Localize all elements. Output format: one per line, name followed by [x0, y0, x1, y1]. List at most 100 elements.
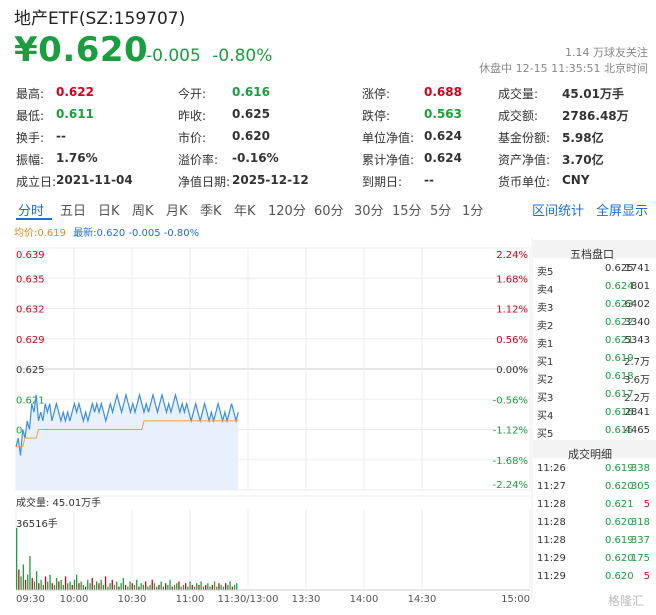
- volume-bar: [131, 583, 133, 590]
- volume-bar: [213, 581, 216, 590]
- trade-time: 11:29: [537, 553, 566, 564]
- orderbook-label: 买1: [537, 357, 554, 368]
- tab-11[interactable]: 5分: [430, 204, 452, 219]
- quote-label: 净值日期:: [178, 175, 231, 189]
- volume-bar: [22, 564, 24, 590]
- trade-row: 11:27 0.620 305: [533, 481, 656, 499]
- volume-bar: [191, 584, 193, 590]
- trade-qty: 5: [643, 499, 650, 510]
- tab-3[interactable]: 周K: [132, 204, 154, 219]
- trade-row: 11:28 0.619 337: [533, 535, 656, 553]
- volume-bar: [198, 584, 200, 590]
- volume-bar: [44, 576, 47, 590]
- pct-tick: 0.00%: [496, 365, 528, 376]
- quote-label: 最低:: [16, 109, 45, 123]
- volume-bar: [42, 584, 44, 590]
- intraday-chart[interactable]: 0.639 2.24% 0.635 1.68% 0.632 1.12% 0.629 0.56%…: [0, 238, 656, 615]
- change-value: -0.005: [146, 46, 201, 66]
- orderbook-row: 卖4 0.624 801: [533, 281, 656, 299]
- quote-value: 2021-11-04: [56, 173, 133, 187]
- avg-line: [16, 420, 239, 448]
- quote-value: --: [424, 173, 434, 187]
- trade-qty: 175: [630, 553, 650, 564]
- quote-value: 0.625: [232, 107, 270, 121]
- chart-legend: 均价:0.619 最新:0.620 -0.005 -0.80%: [14, 224, 199, 239]
- range-stats-button[interactable]: 区间统计: [532, 204, 585, 219]
- volume-bar: [207, 583, 209, 590]
- tab-1[interactable]: 五日: [60, 204, 87, 219]
- orderbook-price: 0.618: [605, 371, 634, 382]
- volume-bar: [227, 584, 229, 590]
- quote-label: 跌停:: [362, 109, 391, 123]
- volume-bar: [167, 584, 169, 590]
- time-tick: 11:30/13:00: [217, 594, 278, 605]
- orderbook-label: 卖1: [537, 339, 554, 350]
- volume-bar: [64, 576, 67, 590]
- tab-8[interactable]: 60分: [314, 204, 344, 219]
- orderbook-qty: 5343: [624, 335, 650, 346]
- volume-bar: [162, 586, 164, 590]
- volume-bar: [113, 584, 116, 590]
- tab-12[interactable]: 1分: [462, 204, 484, 219]
- orderbook-qty: 2.2万: [624, 393, 650, 404]
- tab-10[interactable]: 15分: [392, 204, 422, 219]
- fund-title: 地产ETF(SZ:159707): [14, 9, 186, 29]
- time-tick: 14:30: [408, 594, 437, 605]
- volume-bar: [71, 584, 73, 590]
- trade-time: 11:26: [537, 463, 566, 474]
- orderbook-qty: 1741: [624, 263, 650, 274]
- orderbook-header-bg: [533, 240, 656, 258]
- tab-7[interactable]: 120分: [268, 204, 306, 219]
- volume-bar: [69, 581, 71, 590]
- price-tick: 0.621: [16, 395, 45, 406]
- tab-4[interactable]: 月K: [166, 204, 188, 219]
- volume-bar: [56, 578, 58, 590]
- volume-bar: [209, 586, 211, 590]
- orderbook-price: 0.622: [605, 317, 634, 328]
- time-tick: 11:00: [176, 594, 205, 605]
- latest-price-label: 最新:0.620 -0.005 -0.80%: [73, 228, 200, 239]
- volume-bar: [31, 578, 33, 590]
- pct-tick: 1.12%: [496, 305, 528, 316]
- volume-bar: [124, 584, 127, 590]
- volume-bar: [222, 586, 225, 590]
- volume-bar: [211, 584, 213, 590]
- quote-value: 2786.48万: [562, 109, 629, 123]
- volume-max: 36516手: [16, 519, 58, 530]
- price-tick: 0.639: [16, 250, 45, 261]
- tab-5[interactable]: 季K: [200, 204, 222, 219]
- volume-bar: [111, 579, 113, 590]
- volume-bar: [27, 574, 29, 590]
- volume-bar: [33, 581, 36, 590]
- volume-bar: [116, 581, 118, 590]
- tab-2[interactable]: 日K: [98, 204, 120, 219]
- tab-0[interactable]: 分时: [18, 204, 45, 219]
- trade-time: 11:28: [537, 499, 566, 510]
- trade-time: 11:29: [537, 571, 566, 582]
- volume-bar: [145, 581, 147, 590]
- orderbook-qty: 4465: [624, 425, 650, 436]
- volume-bar: [233, 584, 236, 590]
- volume-bar: [187, 586, 189, 590]
- quote-value: 0.622: [56, 85, 94, 99]
- volume-bar: [20, 576, 22, 590]
- pct-tick: 0.56%: [496, 335, 528, 346]
- tab-6[interactable]: 年K: [234, 204, 256, 219]
- volume-bar: [38, 583, 40, 590]
- pct-tick: -1.68%: [493, 456, 528, 467]
- orderbook-row: 买4 0.616 2841: [533, 407, 656, 425]
- trade-qty: 305: [630, 481, 650, 492]
- volume-bar: [200, 581, 202, 590]
- volume-bar: [96, 581, 98, 590]
- market-status: 休盘中 12-15 11:35:51 北京时间: [479, 62, 648, 75]
- quote-row: 最低: 0.611 昨收: 0.625 跌停: 0.563 成交额: 2786.48万: [0, 104, 656, 126]
- volume-bar: [140, 583, 142, 590]
- volume-bar: [120, 583, 122, 590]
- volume-bar: [216, 586, 218, 590]
- follower-count[interactable]: 1.14 万球友关注: [565, 46, 648, 59]
- tab-9[interactable]: 30分: [354, 204, 384, 219]
- volume-bar: [89, 583, 91, 590]
- volume-bar: [185, 583, 187, 590]
- volume-bar: [158, 584, 160, 590]
- fullscreen-button[interactable]: 全屏显示: [596, 204, 649, 219]
